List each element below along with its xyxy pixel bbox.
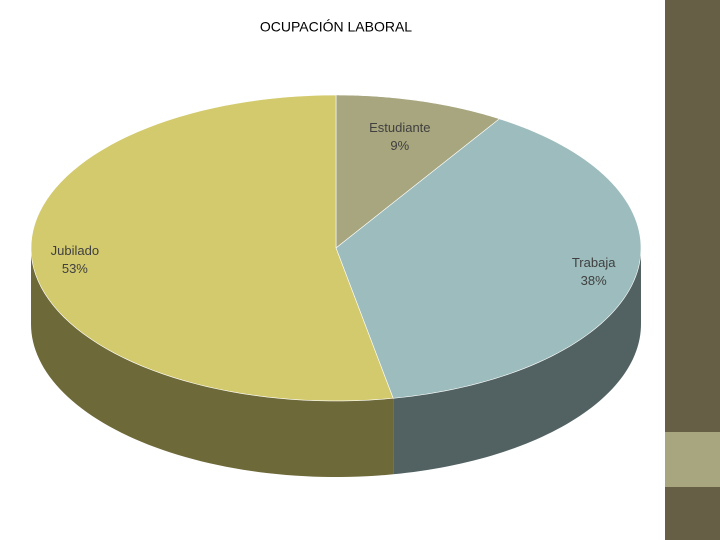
slice-side [31,248,394,477]
pie-tops [30,94,642,402]
slice-value-label: 38% [581,273,607,288]
slice-label: Jubilado [51,243,99,258]
slice-value-label: 53% [62,261,88,276]
slice-label: Trabaja [572,255,616,270]
slice-value-label: 9% [390,138,409,153]
slice-side [393,248,641,475]
slice [335,118,642,399]
slice [335,94,501,249]
side-bar-accent [665,432,720,487]
pie-sides [31,248,641,477]
chart-title: OCUPACIÓN LABORAL [260,19,412,35]
slice [30,94,394,402]
pie-labels: Estudiante 9% Trabaja 38% Jubilado 53% [51,120,617,288]
slice-label: Estudiante [369,120,430,135]
